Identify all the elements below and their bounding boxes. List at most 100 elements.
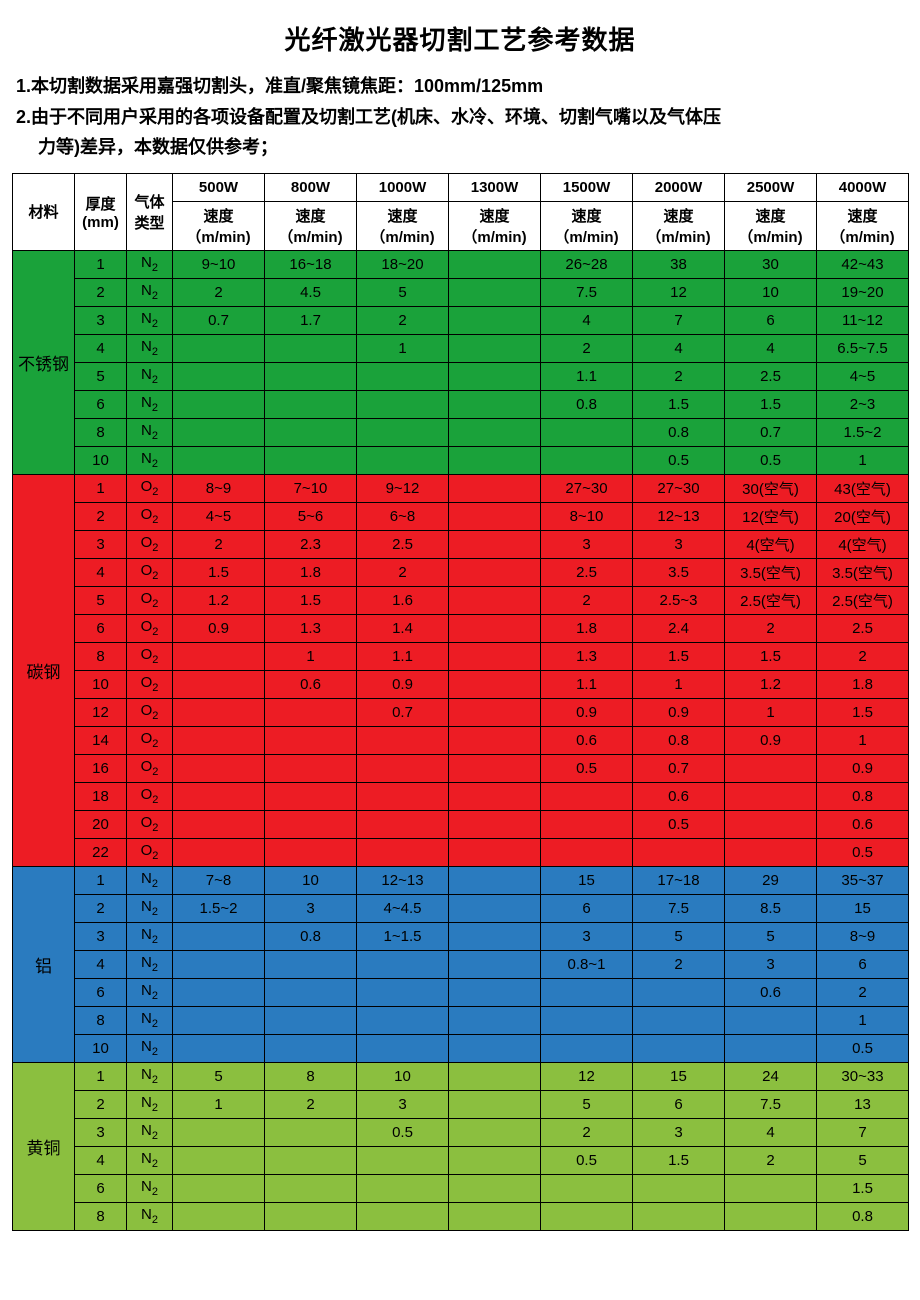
value-cell: 0.5 <box>725 446 817 474</box>
value-cell <box>633 1174 725 1202</box>
table-row: 2N2123567.513 <box>13 1090 909 1118</box>
value-cell <box>357 754 449 782</box>
value-cell: 1~1.5 <box>357 922 449 950</box>
thickness-cell: 4 <box>75 334 127 362</box>
value-cell: 43(空气) <box>817 474 909 502</box>
value-cell: 6 <box>817 950 909 978</box>
value-cell <box>173 670 265 698</box>
value-cell <box>449 586 541 614</box>
value-cell: 7.5 <box>725 1090 817 1118</box>
th-power-4: 1500W <box>541 173 633 201</box>
value-cell <box>449 390 541 418</box>
value-cell <box>173 698 265 726</box>
value-cell <box>449 1146 541 1174</box>
value-cell: 2 <box>541 586 633 614</box>
value-cell <box>449 418 541 446</box>
value-cell <box>265 810 357 838</box>
th-material: 材料 <box>13 173 75 250</box>
value-cell <box>173 1034 265 1062</box>
value-cell <box>173 1174 265 1202</box>
table-row: 6N20.62 <box>13 978 909 1006</box>
gas-cell: N2 <box>127 306 173 334</box>
value-cell: 7~8 <box>173 866 265 894</box>
value-cell: 0.8 <box>265 922 357 950</box>
value-cell: 2.4 <box>633 614 725 642</box>
thickness-cell: 6 <box>75 390 127 418</box>
value-cell <box>265 698 357 726</box>
value-cell: 3 <box>265 894 357 922</box>
value-cell <box>265 1174 357 1202</box>
thickness-cell: 10 <box>75 670 127 698</box>
thickness-cell: 22 <box>75 838 127 866</box>
value-cell: 1.7 <box>265 306 357 334</box>
value-cell: 4 <box>633 334 725 362</box>
value-cell: 6 <box>541 894 633 922</box>
value-cell: 0.8~1 <box>541 950 633 978</box>
value-cell: 7.5 <box>541 278 633 306</box>
value-cell: 0.8 <box>541 390 633 418</box>
value-cell: 2 <box>357 558 449 586</box>
gas-cell: N2 <box>127 418 173 446</box>
value-cell: 0.6 <box>541 726 633 754</box>
value-cell: 1.5~2 <box>173 894 265 922</box>
value-cell: 38 <box>633 250 725 278</box>
value-cell: 12 <box>633 278 725 306</box>
value-cell <box>265 334 357 362</box>
gas-cell: N2 <box>127 1090 173 1118</box>
value-cell <box>265 362 357 390</box>
value-cell <box>173 782 265 810</box>
value-cell <box>449 810 541 838</box>
value-cell: 6 <box>725 306 817 334</box>
value-cell: 4 <box>725 1118 817 1146</box>
value-cell <box>173 418 265 446</box>
value-cell: 1.1 <box>541 362 633 390</box>
table-row: 4O21.51.822.53.53.5(空气)3.5(空气) <box>13 558 909 586</box>
thickness-cell: 6 <box>75 1174 127 1202</box>
value-cell: 0.5 <box>633 446 725 474</box>
value-cell <box>265 754 357 782</box>
gas-cell: O2 <box>127 586 173 614</box>
value-cell <box>265 1202 357 1230</box>
thickness-cell: 8 <box>75 418 127 446</box>
value-cell: 8~9 <box>173 474 265 502</box>
value-cell <box>449 698 541 726</box>
value-cell: 2.5 <box>357 530 449 558</box>
value-cell: 2 <box>173 530 265 558</box>
value-cell <box>449 1090 541 1118</box>
value-cell: 4~5 <box>817 362 909 390</box>
gas-cell: N2 <box>127 1006 173 1034</box>
thickness-cell: 2 <box>75 1090 127 1118</box>
table-row: 10O20.60.91.111.21.8 <box>13 670 909 698</box>
value-cell: 0.8 <box>633 418 725 446</box>
value-cell <box>357 1146 449 1174</box>
value-cell: 1.5 <box>725 642 817 670</box>
value-cell <box>449 1174 541 1202</box>
value-cell <box>541 1202 633 1230</box>
gas-cell: N2 <box>127 1202 173 1230</box>
gas-cell: O2 <box>127 810 173 838</box>
value-cell <box>449 838 541 866</box>
value-cell: 27~30 <box>541 474 633 502</box>
thickness-cell: 1 <box>75 474 127 502</box>
value-cell: 29 <box>725 866 817 894</box>
value-cell <box>173 362 265 390</box>
gas-cell: N2 <box>127 390 173 418</box>
table-row: 10N20.50.51 <box>13 446 909 474</box>
value-cell: 2.5~3 <box>633 586 725 614</box>
value-cell: 0.7 <box>725 418 817 446</box>
gas-cell: N2 <box>127 446 173 474</box>
value-cell <box>449 726 541 754</box>
th-speed-1: 速度（m/min) <box>265 201 357 250</box>
thickness-cell: 3 <box>75 1118 127 1146</box>
value-cell <box>725 1006 817 1034</box>
value-cell: 1 <box>817 726 909 754</box>
value-cell <box>173 950 265 978</box>
value-cell: 10 <box>265 866 357 894</box>
gas-cell: O2 <box>127 726 173 754</box>
th-power-0: 500W <box>173 173 265 201</box>
value-cell <box>357 446 449 474</box>
value-cell: 35~37 <box>817 866 909 894</box>
value-cell <box>633 1202 725 1230</box>
value-cell <box>449 306 541 334</box>
value-cell <box>449 446 541 474</box>
